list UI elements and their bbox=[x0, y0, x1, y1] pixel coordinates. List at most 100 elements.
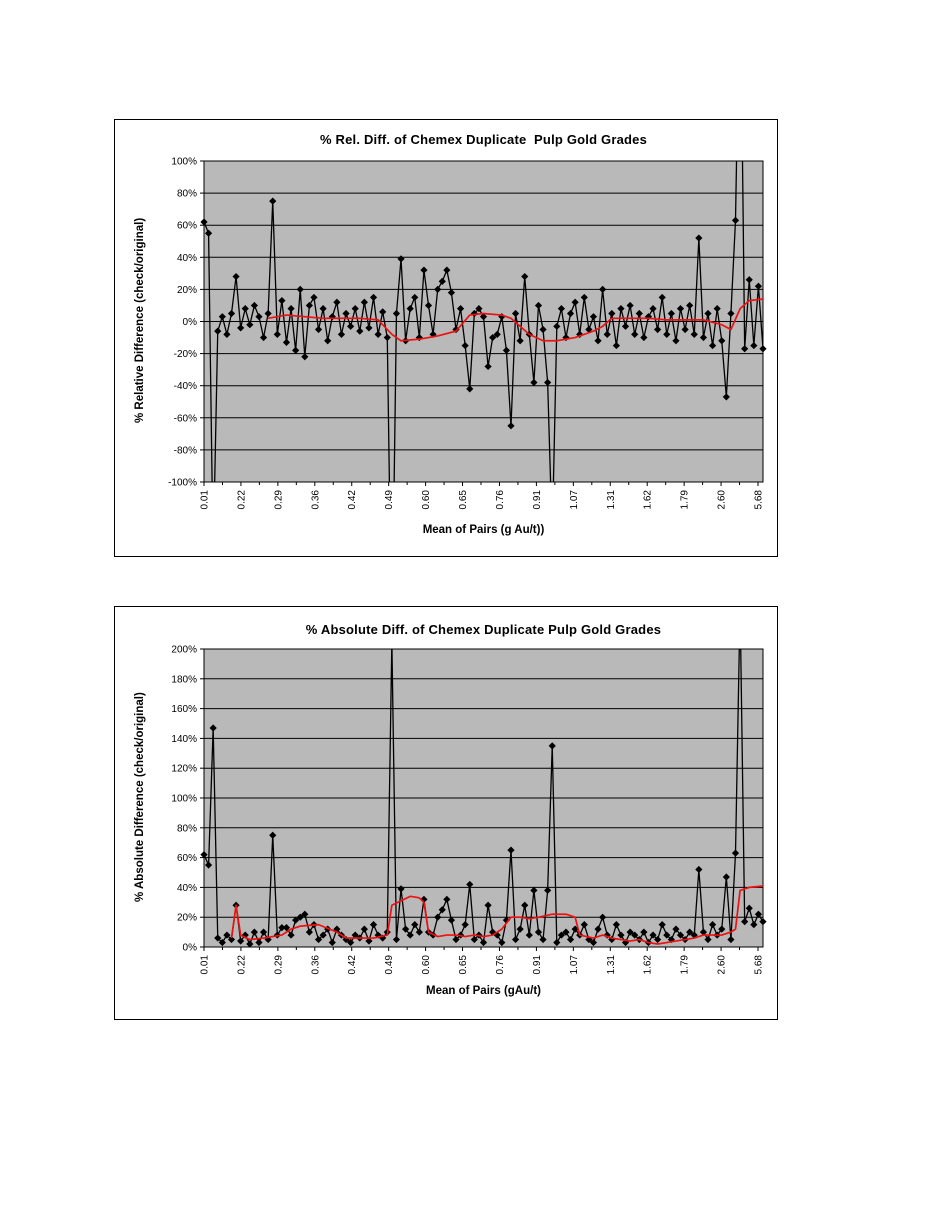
diamond-marker bbox=[411, 921, 419, 929]
diamond-marker bbox=[750, 341, 758, 350]
diamond-marker bbox=[292, 916, 300, 924]
diamond-marker bbox=[319, 931, 327, 939]
diamond-marker bbox=[708, 341, 717, 350]
diamond-marker bbox=[507, 422, 515, 430]
diamond-marker bbox=[566, 935, 575, 944]
svg-text:0.49: 0.49 bbox=[384, 490, 395, 510]
absolute-diff-plot: 200%180%160%140%120%100%80%60%40%20%0%0.… bbox=[171, 645, 767, 975]
diamond-marker bbox=[479, 938, 488, 947]
diamond-marker bbox=[562, 928, 570, 936]
svg-text:0.01: 0.01 bbox=[200, 490, 211, 510]
svg-text:0.91: 0.91 bbox=[532, 955, 543, 975]
diamond-marker bbox=[539, 935, 547, 944]
diamond-marker bbox=[544, 886, 552, 894]
svg-text:0.65: 0.65 bbox=[458, 955, 469, 975]
svg-text:1.07: 1.07 bbox=[569, 490, 580, 510]
svg-text:60%: 60% bbox=[177, 853, 197, 864]
diamond-marker bbox=[305, 928, 313, 936]
diamond-marker bbox=[640, 333, 648, 342]
diamond-marker bbox=[369, 293, 378, 302]
diamond-marker bbox=[525, 931, 533, 939]
svg-text:180%: 180% bbox=[171, 674, 197, 685]
diamond-marker bbox=[654, 935, 662, 944]
svg-text:0.49: 0.49 bbox=[384, 955, 395, 975]
diamond-marker bbox=[539, 325, 547, 334]
diamond-marker bbox=[534, 928, 543, 936]
diamond-marker bbox=[204, 861, 213, 869]
diamond-marker bbox=[250, 928, 259, 936]
diamond-marker bbox=[704, 935, 712, 944]
diamond-marker bbox=[434, 913, 442, 921]
diamond-marker bbox=[599, 285, 607, 293]
diamond-marker bbox=[498, 938, 506, 947]
diamond-marker bbox=[672, 337, 680, 345]
svg-text:0.01: 0.01 bbox=[200, 955, 211, 975]
diamond-marker bbox=[608, 309, 616, 318]
diamond-marker bbox=[530, 378, 538, 387]
diamond-marker bbox=[640, 928, 648, 936]
diamond-marker bbox=[759, 918, 767, 926]
svg-text:0.76: 0.76 bbox=[495, 955, 506, 975]
chart-title: % Rel. Diff. of Chemex Duplicate Pulp Go… bbox=[319, 132, 648, 147]
svg-text:5.68: 5.68 bbox=[754, 955, 765, 975]
svg-text:-40%: -40% bbox=[174, 381, 197, 392]
diamond-marker bbox=[530, 886, 538, 894]
diamond-marker bbox=[470, 935, 478, 944]
diamond-marker bbox=[241, 931, 249, 939]
svg-text:20%: 20% bbox=[177, 285, 197, 296]
diamond-marker bbox=[699, 333, 708, 342]
diamond-marker bbox=[686, 301, 694, 310]
y-tick-labels: 100% 80% 60% 40% 20% 0% -20% -40% -60% -80% -100% bbox=[168, 157, 197, 489]
svg-text:-100%: -100% bbox=[168, 478, 197, 489]
diamond-marker bbox=[227, 935, 236, 944]
svg-text:0.36: 0.36 bbox=[310, 490, 321, 510]
diamond-marker bbox=[612, 341, 620, 350]
x-axis-title: Mean of Pairs (g Au/t)) bbox=[422, 524, 545, 536]
diamond-marker bbox=[369, 921, 378, 929]
svg-text:1.31: 1.31 bbox=[606, 490, 617, 510]
moving-average-line bbox=[268, 298, 764, 342]
diamond-marker bbox=[461, 341, 469, 350]
diamond-marker bbox=[379, 308, 387, 316]
diamond-marker bbox=[282, 338, 291, 346]
diamond-marker bbox=[246, 940, 254, 947]
svg-text:1.79: 1.79 bbox=[680, 490, 691, 510]
diamond-marker bbox=[631, 931, 639, 939]
diamond-marker bbox=[745, 904, 753, 912]
diamond-marker bbox=[594, 337, 602, 345]
diamond-marker bbox=[511, 935, 520, 944]
diamond-marker bbox=[502, 916, 511, 924]
diamond-marker bbox=[589, 313, 598, 321]
diamond-marker bbox=[356, 327, 364, 335]
svg-text:-20%: -20% bbox=[174, 349, 197, 360]
diamond-marker bbox=[644, 313, 653, 321]
diamond-marker bbox=[521, 272, 529, 281]
diamond-marker bbox=[695, 234, 703, 242]
diamond-marker bbox=[562, 333, 570, 342]
diamond-marker bbox=[731, 216, 740, 224]
diamond-marker bbox=[718, 925, 726, 933]
diamond-marker bbox=[484, 362, 492, 371]
diamond-marker bbox=[466, 880, 474, 889]
diamond-marker bbox=[214, 327, 222, 335]
diamond-marker bbox=[237, 937, 245, 945]
diamond-marker bbox=[415, 333, 423, 342]
diamond-marker bbox=[626, 301, 634, 310]
diamond-marker bbox=[255, 938, 263, 947]
diamond-marker bbox=[534, 301, 543, 310]
svg-text:40%: 40% bbox=[177, 883, 197, 894]
diamond-marker bbox=[750, 921, 758, 929]
diamond-marker bbox=[617, 305, 625, 313]
diamond-marker bbox=[603, 330, 611, 338]
diamond-marker bbox=[397, 255, 405, 263]
svg-text:0%: 0% bbox=[183, 317, 198, 328]
diamond-marker bbox=[282, 924, 291, 932]
diamond-marker bbox=[438, 906, 446, 914]
svg-text:0.76: 0.76 bbox=[495, 490, 506, 510]
diamond-marker bbox=[429, 330, 437, 338]
diamond-marker bbox=[727, 935, 735, 944]
diamond-marker bbox=[690, 931, 698, 939]
svg-text:40%: 40% bbox=[177, 253, 197, 264]
chart-title: % Absolute Diff. of Chemex Duplicate Pul… bbox=[305, 622, 662, 637]
